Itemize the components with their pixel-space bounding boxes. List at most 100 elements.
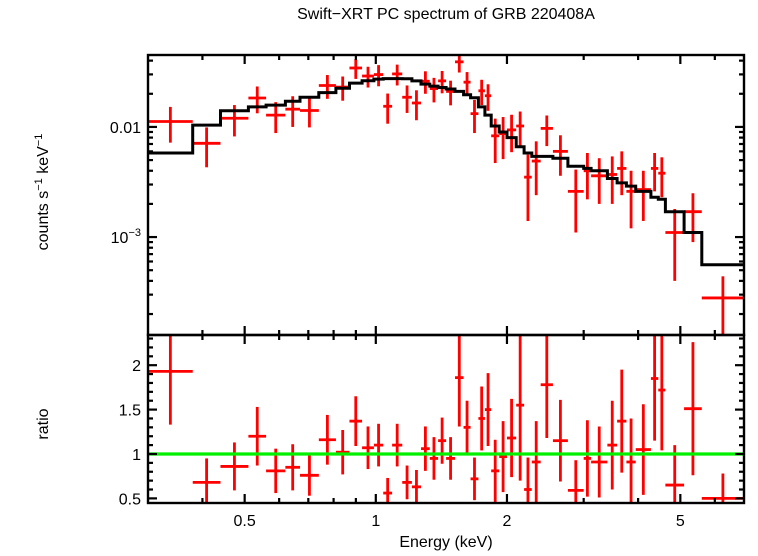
y-tick-label: 10−3 (111, 227, 141, 247)
data-point-errorbar (531, 141, 541, 196)
data-point-errorbar (665, 208, 685, 281)
axis-tick-labels: 0.5 1 2 5 0.01 10−3 2 1.5 1 0.5 (110, 120, 685, 530)
ratio-point-errorbar (335, 430, 350, 475)
data-point-errorbar (516, 111, 525, 147)
x-tick-label: 1 (371, 513, 380, 530)
ratio-point-errorbar (524, 457, 532, 503)
data-point-errorbar (392, 64, 403, 86)
data-point-errorbar (635, 170, 651, 221)
data-point-errorbar (617, 151, 627, 196)
ratio-point-errorbar (373, 423, 384, 467)
data-point-errorbar (362, 66, 374, 88)
x-tick-label: 5 (676, 513, 685, 530)
data-point-errorbar (383, 93, 393, 124)
ratio-point-errorbar (531, 421, 541, 503)
ratio-point-errorbar (429, 437, 439, 480)
y-tick-label: 1 (132, 447, 141, 464)
ratio-point-errorbar (607, 400, 618, 490)
ratio-point-errorbar (635, 404, 651, 495)
y-tick-label: 1.5 (119, 403, 141, 420)
ratio-point-errorbar (402, 465, 412, 500)
ratio-point-errorbar (650, 335, 659, 441)
y-tick-label: 2 (132, 358, 141, 375)
data-point-errorbar (429, 77, 439, 103)
data-point-errorbar (701, 276, 744, 335)
data-point-errorbar (478, 79, 485, 106)
spectrum-data-series (148, 55, 744, 335)
ratio-point-errorbar (349, 396, 363, 446)
ratio-point-errorbar (665, 445, 685, 503)
data-point-errorbar (567, 169, 584, 233)
ratio-point-errorbar (411, 469, 422, 503)
x-tick-label: 0.5 (234, 513, 256, 530)
ratio-point-errorbar (446, 437, 456, 480)
data-point-errorbar (470, 99, 479, 134)
ratio-point-errorbar (567, 460, 584, 503)
ratio-point-errorbar (591, 426, 608, 498)
data-point-errorbar (248, 86, 267, 114)
ratio-point-errorbar (362, 426, 374, 470)
data-point-errorbar (148, 106, 193, 143)
ratio-point-errorbar (438, 417, 447, 464)
ratio-point-errorbar (455, 335, 464, 427)
ratio-point-errorbar (491, 439, 500, 502)
ratio-point-errorbar (285, 444, 301, 491)
data-point-errorbar (411, 90, 422, 121)
ratio-point-errorbar (266, 448, 286, 494)
ratio-point-errorbar (478, 386, 485, 451)
data-point-errorbar (192, 127, 221, 168)
ratio-point-errorbar (658, 335, 666, 451)
ratio-point-errorbar (626, 418, 636, 503)
ratio-point-errorbar (463, 400, 471, 454)
data-point-errorbar (650, 152, 659, 192)
ratio-point-errorbar (552, 399, 568, 482)
plot-title: Swift−XRT PC spectrum of GRB 220408A (297, 6, 595, 23)
ratio-point-errorbar (318, 414, 336, 465)
data-point-errorbar (591, 158, 608, 204)
ratio-point-errorbar (248, 406, 267, 466)
ratio-point-errorbar (484, 373, 492, 446)
ratio-point-errorbar (220, 442, 249, 491)
model-step-line (148, 77, 744, 267)
ratio-point-errorbar (516, 335, 525, 481)
data-point-errorbar (484, 84, 492, 111)
x-axis-label: Energy (keV) (399, 534, 493, 551)
ratio-point-errorbar (470, 457, 479, 501)
axis-ticks (148, 55, 744, 503)
data-point-errorbar (446, 80, 456, 106)
data-point-errorbar (455, 55, 464, 73)
ratio-point-errorbar (383, 477, 393, 503)
data-point-errorbar (658, 157, 666, 198)
y-tick-label: 0.5 (119, 491, 141, 508)
data-point-errorbar (583, 152, 592, 200)
data-point-errorbar (300, 98, 319, 128)
data-point-errorbar (607, 156, 618, 204)
ratio-data-series (148, 335, 744, 503)
data-point-errorbar (318, 75, 336, 99)
data-point-errorbar (438, 71, 447, 94)
data-point-errorbar (463, 72, 471, 95)
ratio-point-errorbar (499, 421, 507, 493)
ratio-point-errorbar (506, 398, 517, 478)
ratio-point-errorbar (583, 420, 592, 497)
ratio-point-errorbar (392, 423, 403, 467)
ratio-point-errorbar (192, 458, 221, 503)
data-point-errorbar (684, 193, 702, 243)
data-point-errorbar (402, 85, 412, 113)
data-point-errorbar (506, 114, 517, 153)
ratio-point-errorbar (300, 454, 319, 496)
ratio-point-errorbar (540, 335, 553, 439)
data-point-errorbar (266, 102, 286, 134)
data-point-errorbar (552, 135, 568, 176)
data-point-errorbar (540, 115, 553, 147)
ratio-point-errorbar (421, 426, 430, 471)
x-tick-label: 2 (503, 513, 512, 530)
y-tick-label: 0.01 (110, 120, 141, 137)
data-point-errorbar (349, 59, 363, 79)
ratio-point-errorbar (617, 369, 627, 473)
data-point-errorbar (626, 170, 636, 229)
data-point-errorbar (373, 65, 384, 87)
data-point-errorbar (524, 154, 532, 221)
